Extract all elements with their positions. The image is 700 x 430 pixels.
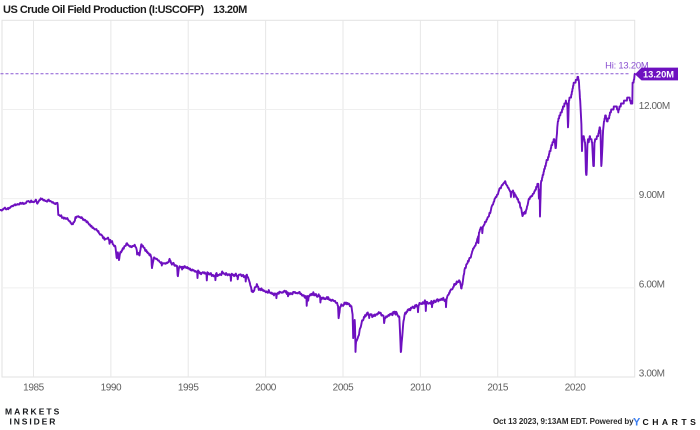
svg-text:6.00M: 6.00M xyxy=(639,279,665,290)
svg-text:US Crude Oil Field Production: US Crude Oil Field Production (I:USCOFP)… xyxy=(3,4,247,16)
svg-text:INSIDER: INSIDER xyxy=(10,417,58,427)
svg-text:MARKETS: MARKETS xyxy=(5,406,61,416)
svg-text:CHARTS: CHARTS xyxy=(643,417,700,427)
svg-text:2005: 2005 xyxy=(333,383,354,394)
svg-text:2010: 2010 xyxy=(410,383,431,394)
svg-text:Y: Y xyxy=(633,417,641,429)
svg-text:12.00M: 12.00M xyxy=(639,101,670,112)
svg-text:1990: 1990 xyxy=(101,383,122,394)
svg-text:Hi: 13.20M: Hi: 13.20M xyxy=(605,59,649,70)
svg-text:1995: 1995 xyxy=(178,383,199,394)
svg-text:2015: 2015 xyxy=(487,383,508,394)
svg-text:1985: 1985 xyxy=(23,383,44,394)
svg-text:2000: 2000 xyxy=(255,383,276,394)
svg-text:13.20M: 13.20M xyxy=(643,70,674,80)
svg-text:9.00M: 9.00M xyxy=(639,190,665,201)
svg-text:3.00M: 3.00M xyxy=(639,369,665,380)
svg-text:Oct 13 2023, 9:13AM EDT. Power: Oct 13 2023, 9:13AM EDT. Powered by xyxy=(493,417,634,426)
svg-text:2020: 2020 xyxy=(565,383,586,394)
